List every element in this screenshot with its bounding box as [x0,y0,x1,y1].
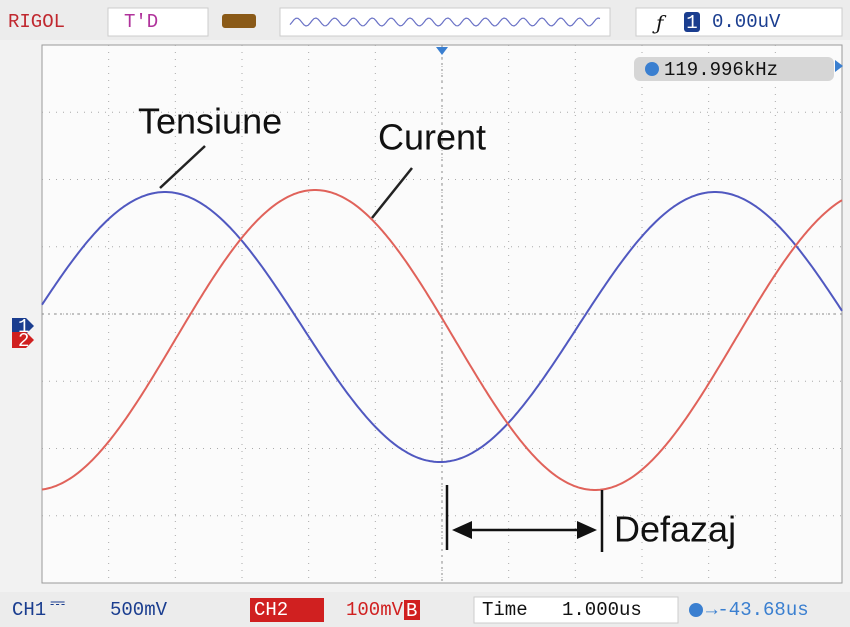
dc-icon: ⎓ [50,593,65,615]
offset-icon [689,603,703,617]
trigger-level: 0.00uV [712,11,781,33]
bw-limit: B [406,600,417,622]
brand: RIGOL [8,11,65,33]
time-label: Time [482,599,528,621]
freq-icon [645,62,659,76]
oscilloscope-screen: RIGOL T'D ƒ 1 0.00uV 119.996kHz 1 2 Tens… [0,0,850,627]
phase-shift-label: Defazaj [614,509,736,550]
voltage-label: Tensiune [138,101,282,142]
trigger-offset: →-43.68us [706,599,809,621]
ch2-label: CH2 [254,599,288,621]
ch1-label: CH1 [12,599,46,621]
ch2-scale: 100mV [346,599,404,621]
frequency: 119.996kHz [664,59,778,81]
time-scale: 1.000us [562,599,642,621]
current-label: Curent [378,117,486,158]
ch2-marker-label: 2 [18,330,29,352]
mode: T'D [124,11,158,33]
ch1-scale: 500mV [110,599,168,621]
memory-icon [222,14,256,28]
trigger-channel: 1 [686,12,697,34]
